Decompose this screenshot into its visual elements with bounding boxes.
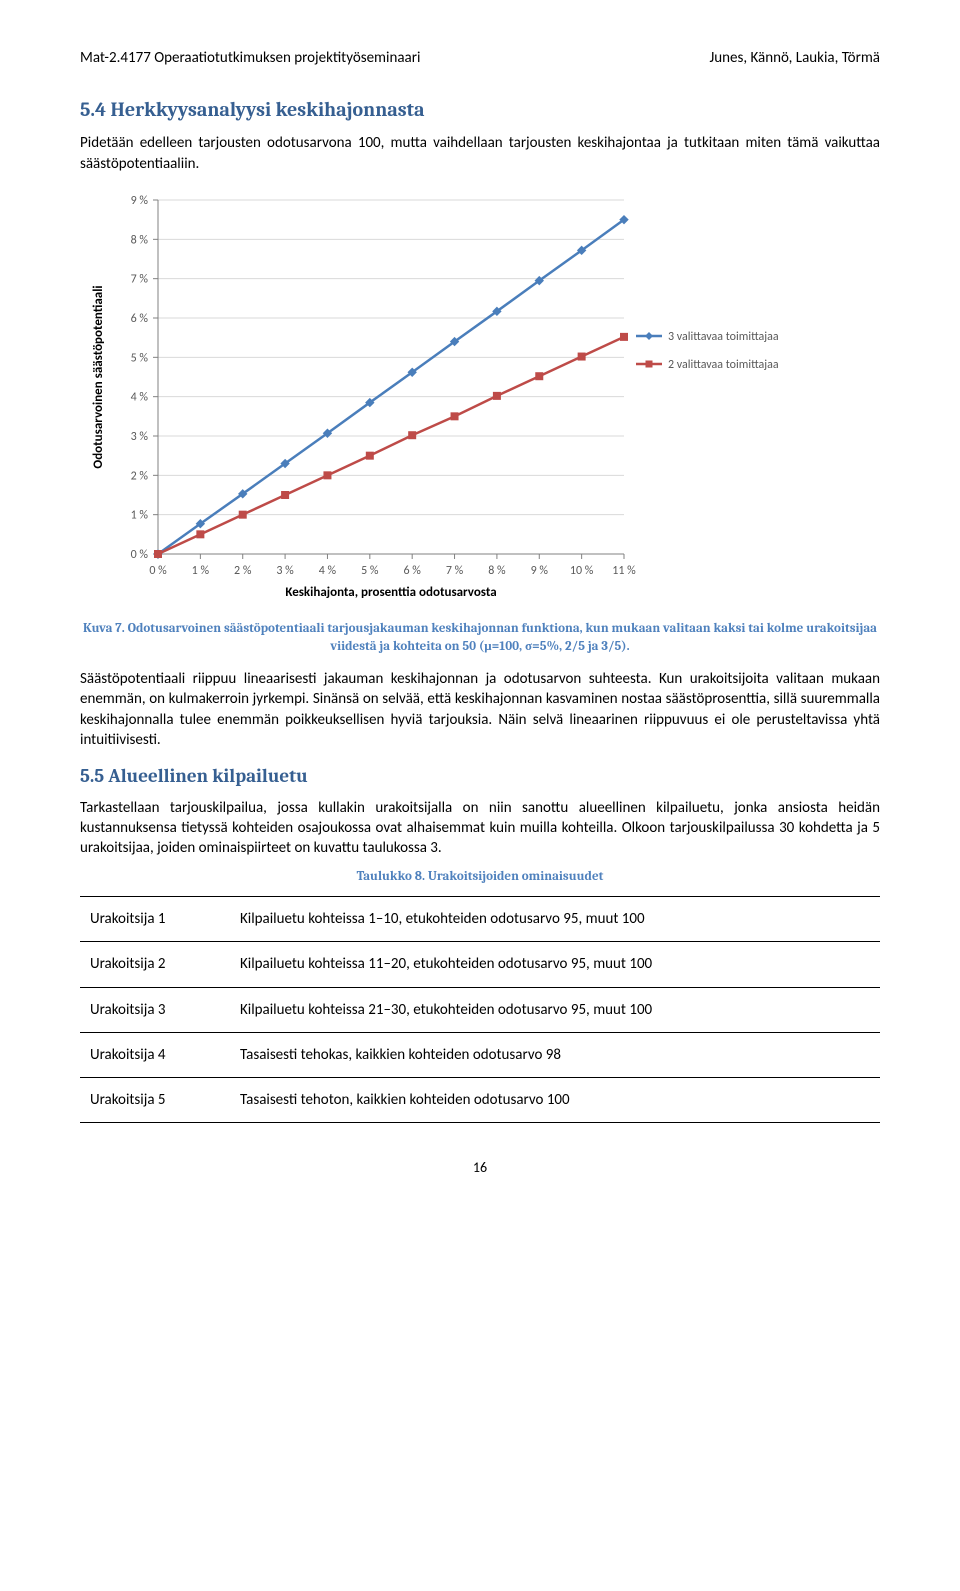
svg-text:11 %: 11 % [612,564,636,578]
analysis-paragraph: Säästöpotentiaali riippuu lineaarisesti … [80,669,880,750]
svg-text:3 valittavaa toimittajaa: 3 valittavaa toimittajaa [668,330,779,344]
subsection-title: 5.5 Alueellinen kilpailuetu [80,764,880,790]
svg-text:3 %: 3 % [276,564,294,578]
contractor-desc: Kilpailuetu kohteissa 11–20, etukohteide… [230,942,880,987]
svg-text:8 %: 8 % [131,233,149,247]
contractor-name: Urakoitsija 5 [80,1078,230,1123]
table-caption: Taulukko 8. Urakoitsijoiden ominaisuudet [80,868,880,886]
svg-text:5 %: 5 % [131,351,149,365]
contractor-desc: Tasaisesti tehoton, kaikkien kohteiden o… [230,1078,880,1123]
contractor-desc: Tasaisesti tehokas, kaikkien kohteiden o… [230,1032,880,1077]
svg-text:6 %: 6 % [131,312,149,326]
svg-text:9 %: 9 % [531,564,549,578]
svg-text:0 %: 0 % [149,564,167,578]
svg-text:9 %: 9 % [131,194,149,208]
svg-text:0 %: 0 % [131,548,149,562]
svg-text:2 %: 2 % [234,564,252,578]
svg-text:2 %: 2 % [131,469,149,483]
page-number: 16 [80,1159,880,1178]
svg-text:Keskihajonta, prosenttia odotu: Keskihajonta, prosenttia odotusarvosta [285,585,496,600]
contractor-desc: Kilpailuetu kohteissa 1–10, etukohteiden… [230,897,880,942]
svg-text:6 %: 6 % [403,564,421,578]
contractor-name: Urakoitsija 1 [80,897,230,942]
table-row: Urakoitsija 3Kilpailuetu kohteissa 21–30… [80,987,880,1032]
subsection-paragraph: Tarkastellaan tarjouskilpailua, jossa ku… [80,798,880,859]
intro-paragraph: Pidetään edelleen tarjousten odotusarvon… [80,133,880,174]
contractor-name: Urakoitsija 3 [80,987,230,1032]
svg-text:4 %: 4 % [131,390,149,404]
svg-text:2 valittavaa toimittajaa: 2 valittavaa toimittajaa [668,358,779,372]
svg-text:Odotusarvoinen säästöpotentiaa: Odotusarvoinen säästöpotentiaali [91,285,106,468]
header-left: Mat-2.4177 Operaatiotutkimuksen projekti… [80,48,420,68]
chart-container: 0 % 1 % 2 % 3 % 4 % 5 % 6 % 7 % 8 % 9 % 0 % 1 % 2 % 3… [80,186,880,612]
svg-text:1 %: 1 % [131,508,149,522]
table-row: Urakoitsija 2Kilpailuetu kohteissa 11–20… [80,942,880,987]
svg-text:7 %: 7 % [446,564,464,578]
figure-caption: Kuva 7. Odotusarvoinen säästöpotentiaali… [80,620,880,655]
header-right: Junes, Kännö, Laukia, Törmä [709,48,880,68]
svg-text:10 %: 10 % [570,564,594,578]
contractor-desc: Kilpailuetu kohteissa 21–30, etukohteide… [230,987,880,1032]
contractor-table: Urakoitsija 1Kilpailuetu kohteissa 1–10,… [80,896,880,1123]
line-chart: 0 % 1 % 2 % 3 % 4 % 5 % 6 % 7 % 8 % 9 % 0 % 1 % 2 % 3… [80,186,800,606]
table-row: Urakoitsija 1Kilpailuetu kohteissa 1–10,… [80,897,880,942]
table-row: Urakoitsija 4Tasaisesti tehokas, kaikkie… [80,1032,880,1077]
contractor-name: Urakoitsija 4 [80,1032,230,1077]
page-header: Mat-2.4177 Operaatiotutkimuksen projekti… [80,48,880,68]
svg-text:5 %: 5 % [361,564,379,578]
svg-text:3 %: 3 % [131,430,149,444]
svg-text:7 %: 7 % [131,272,149,286]
svg-text:4 %: 4 % [319,564,337,578]
table-row: Urakoitsija 5Tasaisesti tehoton, kaikkie… [80,1078,880,1123]
contractor-name: Urakoitsija 2 [80,942,230,987]
section-title: 5.4 Herkkyysanalyysi keskihajonnasta [80,96,880,123]
svg-text:8 %: 8 % [488,564,506,578]
svg-text:1 %: 1 % [192,564,210,578]
